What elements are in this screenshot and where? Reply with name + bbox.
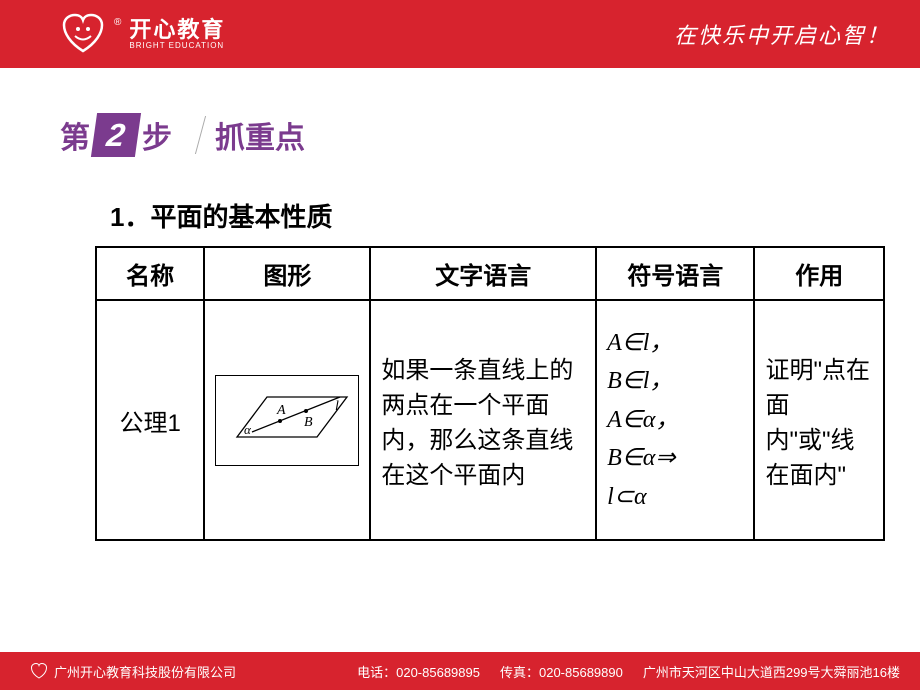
sym-line: B∈l，: [607, 368, 673, 394]
sym-line: A∈α，: [607, 407, 679, 433]
footer-right: 电话：020-85689895 传真：020-85689890 广州市天河区中山…: [357, 662, 900, 681]
svg-text:A: A: [276, 403, 286, 418]
divider-icon: [195, 116, 206, 154]
footer-left: 广州开心教育科技股份有限公司: [30, 662, 236, 681]
sym-line: B∈α⇒: [607, 445, 675, 471]
table-row: 公理1 A B l α: [96, 300, 884, 540]
step-number: 2: [91, 113, 141, 157]
sym-line: l⊂α: [607, 484, 646, 510]
header-bar: ® 开心教育 BRIGHT EDUCATION 在快乐中开启心智！: [0, 0, 920, 68]
reg-mark: ®: [114, 17, 121, 28]
svg-text:α: α: [244, 422, 252, 437]
cell-text: 如果一条直线上的两点在一个平面内，那么这条直线在这个平面内: [370, 300, 596, 540]
footer-bar: 广州开心教育科技股份有限公司 电话：020-85689895 传真：020-85…: [0, 652, 920, 690]
step-suffix: 步: [142, 113, 172, 157]
svg-text:B: B: [304, 415, 313, 430]
content-area: 第 2 步 抓重点 1．平面的基本性质 名称 图形 文字语言 符号语言 作用 公…: [0, 68, 920, 541]
logo-icon: [60, 11, 106, 57]
th-text: 文字语言: [370, 247, 596, 300]
footer-address: 广州市天河区中山大道西299号大舜丽池16楼: [643, 662, 900, 681]
footer-company: 广州开心教育科技股份有限公司: [54, 662, 236, 681]
cell-name: 公理1: [96, 300, 204, 540]
svg-text:l: l: [335, 399, 339, 414]
th-name: 名称: [96, 247, 204, 300]
footer-tel: 电话：020-85689895: [357, 662, 480, 681]
cell-symbol: A∈l， B∈l， A∈α， B∈α⇒ l⊂α: [596, 300, 754, 540]
step-title: 抓重点: [215, 113, 305, 157]
th-symbol: 符号语言: [596, 247, 754, 300]
logo-text: 开心教育 BRIGHT EDUCATION: [129, 18, 225, 51]
footer-fax: 传真：020-85689890: [500, 662, 623, 681]
th-graphic: 图形: [204, 247, 370, 300]
footer-logo-icon: [30, 662, 48, 680]
logo-area: ® 开心教育 BRIGHT EDUCATION: [60, 11, 225, 57]
logo-en: BRIGHT EDUCATION: [129, 42, 225, 51]
header-slogan: 在快乐中开启心智！: [674, 18, 890, 50]
geometry-diagram: A B l α: [215, 375, 359, 466]
properties-table: 名称 图形 文字语言 符号语言 作用 公理1 A: [95, 246, 885, 541]
sym-line: A∈l，: [607, 330, 673, 356]
logo-cn: 开心教育: [129, 18, 225, 42]
step-heading: 第 2 步 抓重点: [60, 113, 880, 157]
th-action: 作用: [754, 247, 884, 300]
step-prefix: 第: [60, 113, 90, 157]
cell-action: 证明"点在面内"或"线在面内": [754, 300, 884, 540]
table-header-row: 名称 图形 文字语言 符号语言 作用: [96, 247, 884, 300]
cell-graphic: A B l α: [204, 300, 370, 540]
section-title: 1．平面的基本性质: [110, 197, 880, 234]
